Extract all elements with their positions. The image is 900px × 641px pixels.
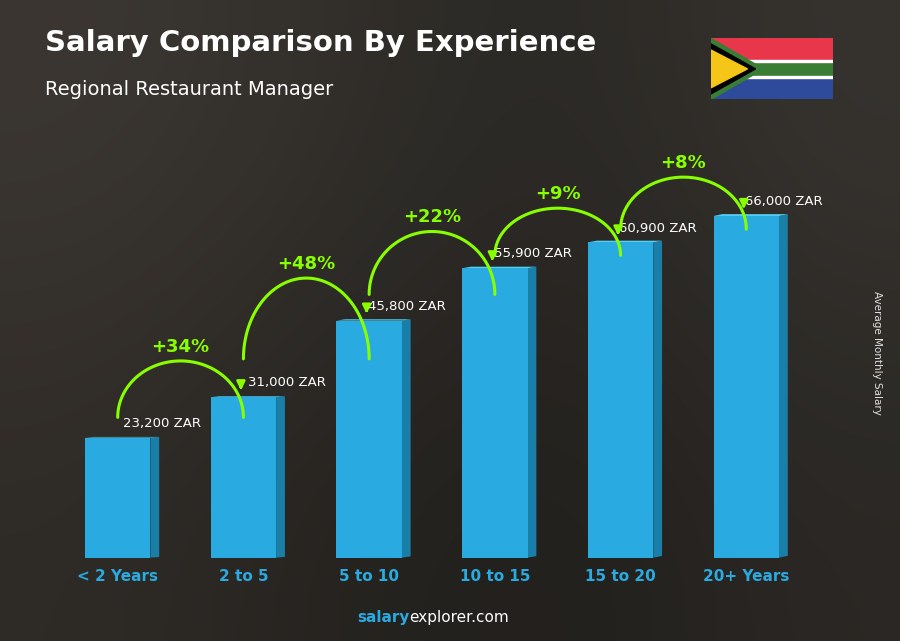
Polygon shape xyxy=(711,38,763,99)
Bar xyxy=(337,320,401,558)
Polygon shape xyxy=(527,267,536,558)
Polygon shape xyxy=(653,240,662,558)
Text: 23,200 ZAR: 23,200 ZAR xyxy=(122,417,201,429)
Text: +34%: +34% xyxy=(151,338,210,356)
Polygon shape xyxy=(588,240,662,242)
Polygon shape xyxy=(337,319,410,320)
Bar xyxy=(588,242,653,558)
Bar xyxy=(711,38,832,69)
Bar xyxy=(714,216,779,558)
Bar xyxy=(711,60,832,62)
Text: explorer.com: explorer.com xyxy=(410,610,509,625)
Polygon shape xyxy=(211,396,285,397)
Text: 45,800 ZAR: 45,800 ZAR xyxy=(368,300,446,313)
Text: salary: salary xyxy=(357,610,410,625)
Text: +22%: +22% xyxy=(403,208,461,226)
Text: +9%: +9% xyxy=(535,185,581,203)
Text: 31,000 ZAR: 31,000 ZAR xyxy=(248,376,327,389)
Text: 55,900 ZAR: 55,900 ZAR xyxy=(493,247,572,260)
Polygon shape xyxy=(276,396,285,558)
Polygon shape xyxy=(779,214,788,558)
Polygon shape xyxy=(714,214,788,216)
Text: 60,900 ZAR: 60,900 ZAR xyxy=(619,222,698,235)
Polygon shape xyxy=(85,437,159,438)
Text: 66,000 ZAR: 66,000 ZAR xyxy=(745,196,823,208)
Polygon shape xyxy=(401,319,410,558)
Bar xyxy=(463,268,527,558)
Text: Regional Restaurant Manager: Regional Restaurant Manager xyxy=(45,80,333,99)
Bar xyxy=(711,69,832,99)
Text: Salary Comparison By Experience: Salary Comparison By Experience xyxy=(45,29,596,57)
Bar xyxy=(211,397,276,558)
Text: Average Monthly Salary: Average Monthly Salary xyxy=(872,290,883,415)
Polygon shape xyxy=(463,267,536,268)
Text: +48%: +48% xyxy=(277,255,336,273)
Polygon shape xyxy=(150,437,159,558)
Bar xyxy=(85,438,150,558)
Text: +8%: +8% xyxy=(661,154,707,172)
Polygon shape xyxy=(711,44,755,94)
Bar xyxy=(711,62,832,76)
Polygon shape xyxy=(711,50,747,88)
Bar xyxy=(711,76,832,78)
